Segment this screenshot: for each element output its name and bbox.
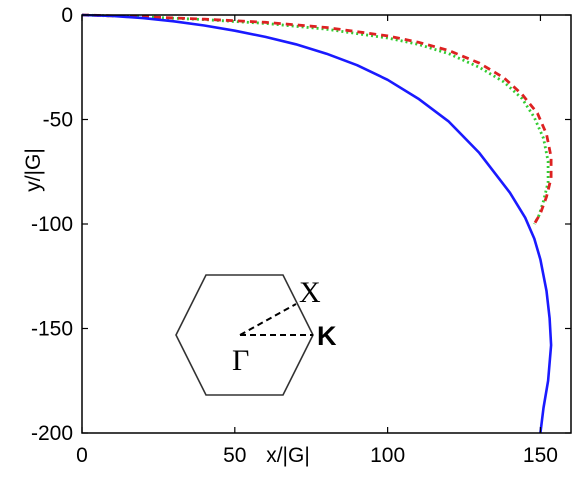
series-line-1: [81, 13, 553, 434]
inset-label-gamma: Γ: [232, 344, 249, 377]
y-tick-label: 0: [61, 4, 73, 27]
y-tick-label: -100: [31, 213, 73, 236]
ticks-layer: 0 50 100 150 0 -50 -100 -150 -200: [31, 4, 571, 467]
x-tick-label: 50: [223, 444, 246, 467]
x-tick-label: 0: [76, 444, 88, 467]
y-tick-label: -50: [43, 109, 73, 132]
y-tick-label: -200: [31, 422, 73, 445]
y-axis-label: y/|G|: [22, 148, 45, 192]
plot-frame: [81, 14, 572, 434]
series-layer: [81, 13, 553, 434]
x-tick-label: 100: [370, 444, 405, 467]
y-tick-label: -150: [31, 318, 73, 341]
hexagon-shape: [175, 274, 314, 396]
brillouin-zone-inset: X K Γ: [175, 274, 337, 396]
inset-label-x: X: [299, 276, 321, 309]
gamma-x-dashed-line: [239, 303, 297, 336]
x-axis-label: x/|G|: [266, 444, 310, 467]
series-line-3: [81, 13, 550, 225]
inset-label-k: K: [317, 321, 337, 351]
x-tick-label: 150: [523, 444, 558, 467]
series-line-2: [81, 13, 553, 225]
